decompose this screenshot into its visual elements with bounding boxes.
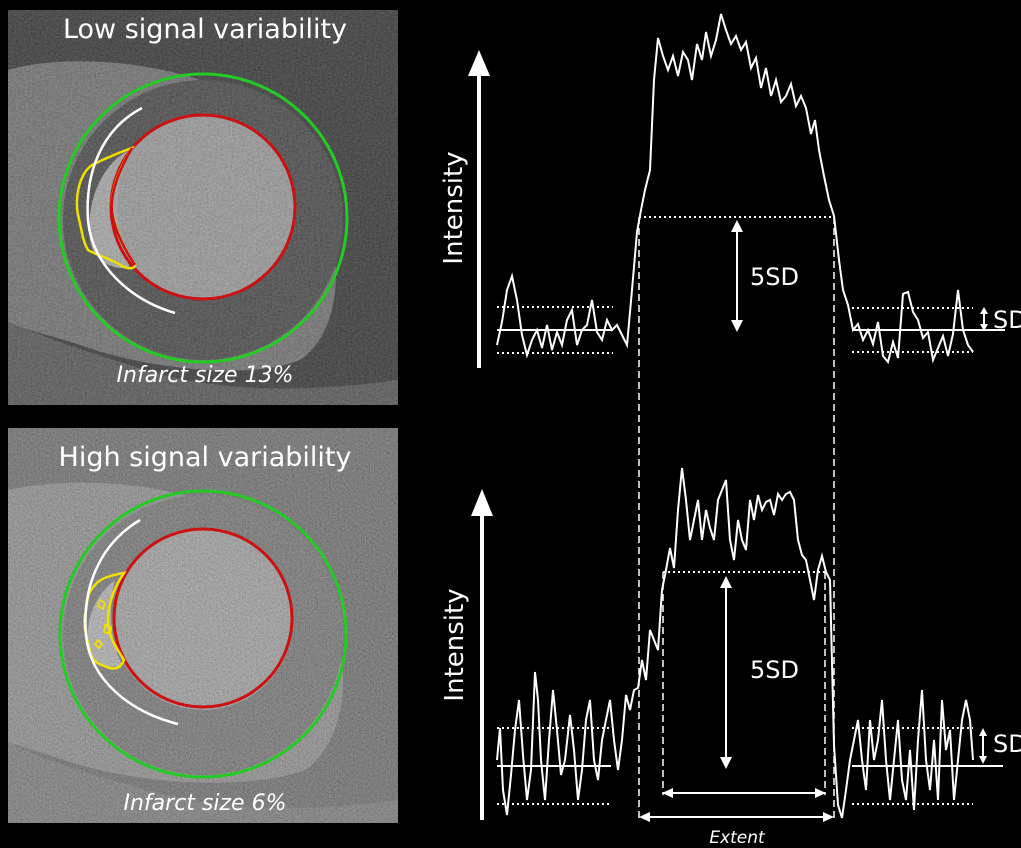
intensity-profile-bottom (496, 467, 974, 819)
extent-guide-lines (638, 217, 835, 820)
extent-label: Extent (709, 828, 766, 848)
sd-arrow-top (980, 307, 988, 331)
panel-title-bottom: High signal variability (59, 442, 352, 473)
baseline-band-top-left (497, 306, 613, 354)
endocardial-contour-bottom (112, 527, 294, 709)
infarct-size-caption-bottom: Infarct size 6% (124, 791, 287, 816)
axis-label-bottom: Intensity (440, 588, 470, 701)
infarct-islands-bottom (93, 598, 112, 650)
infarct-contour-bottom (83, 571, 127, 670)
myocardial-midline-top (86, 106, 176, 315)
epicardial-contour-bottom (58, 489, 348, 779)
axis-label-top: Intensity (439, 151, 469, 264)
baseline-band-top-right (852, 307, 1005, 353)
mri-image-low-variability (8, 10, 398, 405)
myocardial-midline-bottom (84, 518, 179, 726)
baseline-band-bottom-right (852, 727, 1003, 805)
threshold-label-bottom: 5SD (750, 656, 799, 684)
threshold-label-top: 5SD (750, 263, 799, 291)
epicardial-contour-top (57, 72, 349, 364)
panel-title-top: Low signal variability (63, 14, 347, 45)
extent-arrow (639, 812, 834, 822)
intensity-profile-top (496, 13, 974, 365)
infarct-border-red-top (110, 147, 137, 266)
mri-image-high-variability (8, 428, 398, 823)
threshold-arrow-bottom (720, 576, 732, 769)
inner-extent-arrow (662, 788, 826, 798)
threshold-arrow-top (731, 220, 743, 332)
baseline-band-bottom-left (497, 727, 611, 805)
sd-label-top: SD (993, 306, 1021, 334)
intensity-axis-bottom (471, 489, 493, 820)
intensity-axis-top (468, 50, 490, 368)
sd-label-bottom: SD (993, 730, 1021, 758)
infarct-size-caption-top: Infarct size 13% (117, 363, 294, 388)
sd-arrow-bottom (979, 728, 987, 764)
